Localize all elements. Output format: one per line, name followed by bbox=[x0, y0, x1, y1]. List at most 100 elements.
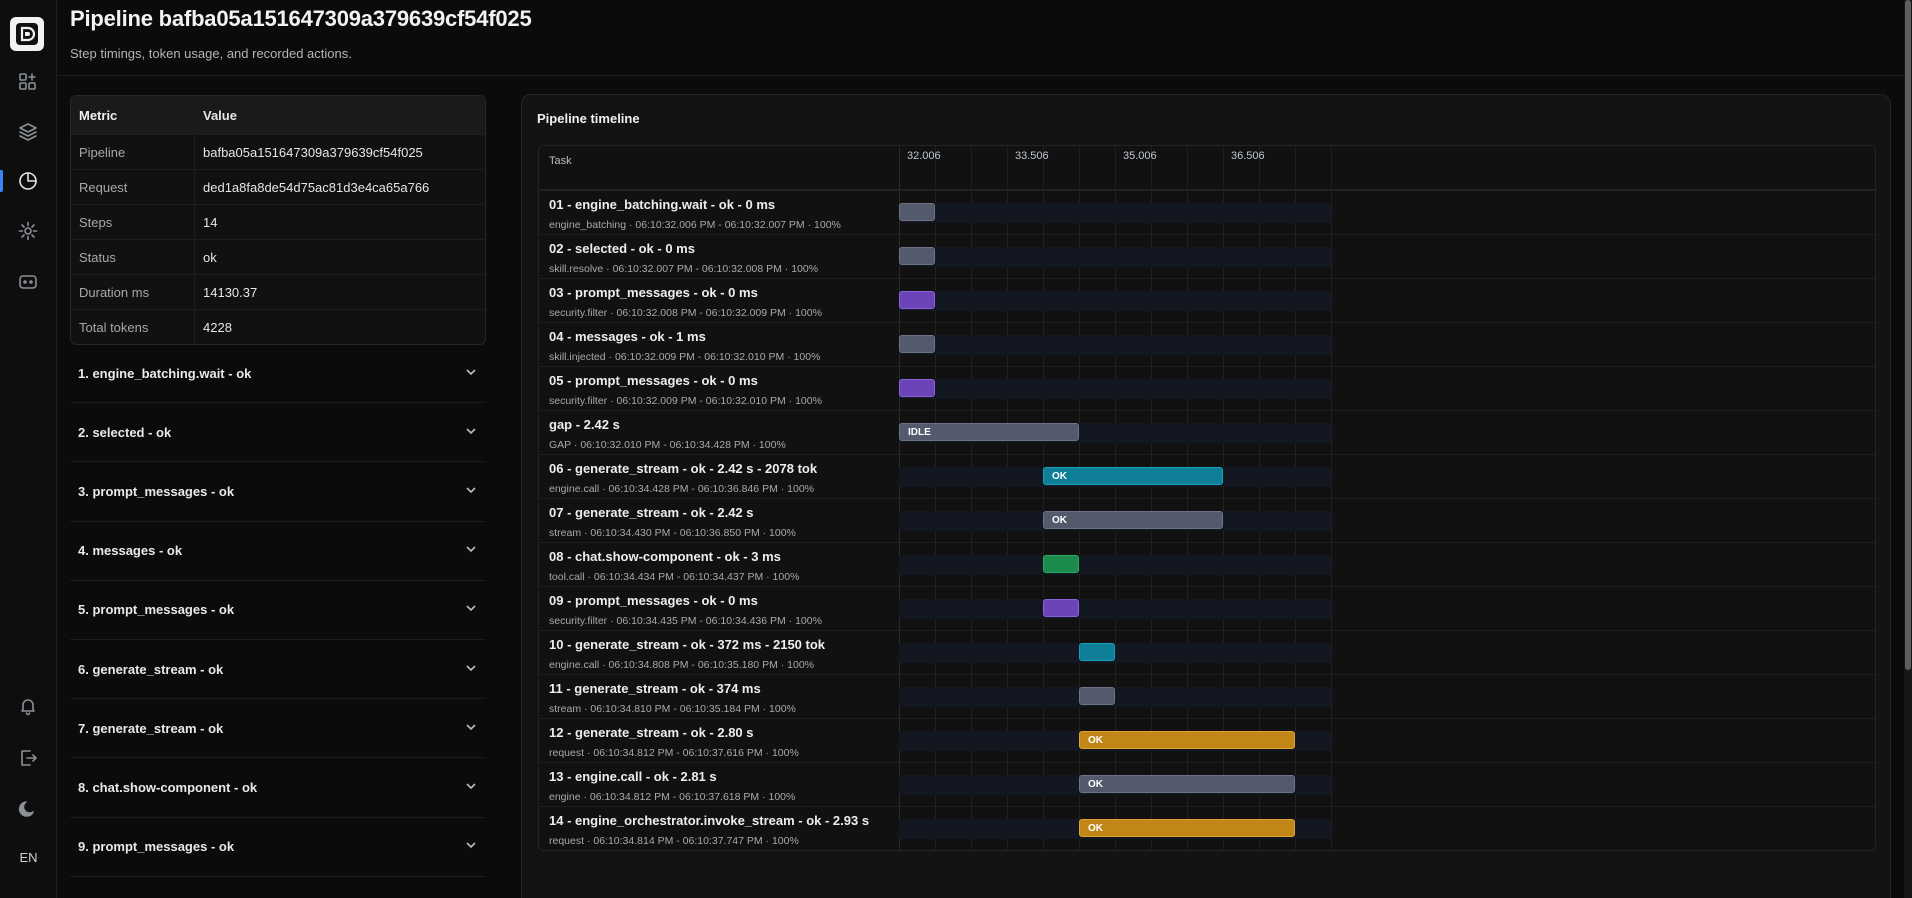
chat-bot-icon[interactable] bbox=[16, 270, 40, 294]
timeline-bar[interactable] bbox=[899, 247, 935, 265]
scrollbar-thumb[interactable] bbox=[1905, 0, 1911, 670]
metric-key: Pipeline bbox=[71, 135, 195, 169]
timeline-row[interactable]: 07 - generate_stream - ok - 2.42 s stream… bbox=[539, 498, 1875, 542]
task-name: gap - 2.42 s bbox=[549, 417, 620, 432]
task-meta: GAP · 06:10:32.010 PM - 06:10:34.428 PM … bbox=[549, 439, 786, 451]
timeline-row[interactable]: 09 - prompt_messages - ok - 0 ms security… bbox=[539, 586, 1875, 630]
timeline-header: Task bbox=[539, 146, 1875, 190]
timeline-row[interactable]: 02 - selected - ok - 0 ms skill.resolve ·… bbox=[539, 234, 1875, 278]
accordion-item[interactable]: 5. prompt_messages - ok bbox=[70, 581, 486, 640]
task-name: 09 - prompt_messages - ok - 0 ms bbox=[549, 593, 758, 608]
accordion-item[interactable]: 8. chat.show-component - ok bbox=[70, 758, 486, 818]
timeline-bar[interactable]: IDLE bbox=[899, 423, 1079, 441]
timeline-bar[interactable] bbox=[899, 379, 935, 397]
timeline-row[interactable]: 08 - chat.show-component - ok - 3 ms tool… bbox=[539, 542, 1875, 586]
accordion-item-label: 1. engine_batching.wait - ok bbox=[78, 365, 252, 381]
timeline-track bbox=[899, 687, 1331, 707]
task-meta: security.filter · 06:10:32.008 PM - 06:1… bbox=[549, 307, 822, 319]
timeline-track bbox=[899, 599, 1331, 619]
page-title: Pipeline bafba05a151647309a379639cf54f02… bbox=[70, 6, 532, 31]
chevron-down-icon bbox=[464, 720, 478, 737]
task-meta: skill.injected · 06:10:32.009 PM - 06:10… bbox=[549, 351, 821, 363]
metric-value: ok bbox=[203, 249, 217, 265]
accordion-item-label: 9. prompt_messages - ok bbox=[78, 839, 235, 855]
task-meta: stream · 06:10:34.430 PM - 06:10:36.850 … bbox=[549, 527, 796, 539]
task-meta: request · 06:10:34.814 PM - 06:10:37.747… bbox=[549, 835, 799, 847]
task-meta: engine_batching · 06:10:32.006 PM - 06:1… bbox=[549, 219, 841, 231]
page-scrollbar[interactable] bbox=[1904, 0, 1912, 898]
metric-value: 4228 bbox=[203, 319, 232, 335]
bell-icon[interactable] bbox=[16, 694, 40, 718]
analytics-icon[interactable] bbox=[16, 169, 40, 193]
timeline-row[interactable]: 13 - engine.call - ok - 2.81 s engine · 0… bbox=[539, 762, 1875, 806]
table-row: Duration ms 14130.37 bbox=[71, 274, 485, 309]
axis-tick-label: 36.506 bbox=[1231, 150, 1265, 162]
accordion-item[interactable]: 6. generate_stream - ok bbox=[70, 640, 486, 700]
timeline-bar[interactable] bbox=[1043, 555, 1079, 573]
task-meta: engine.call · 06:10:34.428 PM - 06:10:36… bbox=[549, 483, 815, 495]
timeline-bar[interactable]: OK bbox=[1043, 511, 1223, 529]
logout-icon[interactable] bbox=[16, 746, 40, 770]
timeline-bar[interactable] bbox=[899, 335, 935, 353]
task-name: 10 - generate_stream - ok - 372 ms - 215… bbox=[549, 637, 826, 652]
metric-value: 14 bbox=[203, 214, 218, 230]
accordion-item[interactable]: 1. engine_batching.wait - ok bbox=[70, 344, 486, 404]
timeline-bar[interactable]: OK bbox=[1079, 819, 1295, 837]
timeline-track bbox=[899, 555, 1331, 575]
timeline-track bbox=[899, 291, 1331, 311]
timeline-row[interactable]: 03 - prompt_messages - ok - 0 ms security… bbox=[539, 278, 1875, 322]
task-name: 03 - prompt_messages - ok - 0 ms bbox=[549, 285, 758, 300]
chevron-down-icon bbox=[464, 838, 478, 855]
dashboard-icon[interactable] bbox=[16, 70, 40, 94]
metric-value: bafba05a151647309a379639cf54f025 bbox=[203, 144, 423, 160]
accordion-item-label: 8. chat.show-component - ok bbox=[78, 779, 258, 795]
timeline-bar[interactable] bbox=[1079, 687, 1115, 705]
timeline-bar[interactable] bbox=[1079, 643, 1115, 661]
timeline-row[interactable]: 10 - generate_stream - ok - 372 ms - 215… bbox=[539, 630, 1875, 674]
accordion-item[interactable]: 2. selected - ok bbox=[70, 403, 486, 463]
timeline-row[interactable]: 12 - generate_stream - ok - 2.80 s reques… bbox=[539, 718, 1875, 762]
task-name: 11 - generate_stream - ok - 374 ms bbox=[549, 681, 761, 696]
timeline-row[interactable]: 11 - generate_stream - ok - 374 ms stream… bbox=[539, 674, 1875, 718]
metrics-table: Metric Value Pipeline bafba05a151647309a3… bbox=[70, 95, 486, 345]
accordion-item[interactable]: 9. prompt_messages - ok bbox=[70, 818, 486, 877]
table-row: Total tokens 4228 bbox=[71, 309, 485, 344]
accordion-item[interactable]: 7. generate_stream - ok bbox=[70, 699, 486, 759]
task-name: 12 - generate_stream - ok - 2.80 s bbox=[549, 725, 754, 740]
table-row: Request ded1a8fa8de54d75ac81d3e4ca65a766 bbox=[71, 169, 485, 204]
timeline-bar[interactable]: OK bbox=[1043, 467, 1223, 485]
task-name: 13 - engine.call - ok - 2.81 s bbox=[549, 769, 717, 784]
chevron-down-icon bbox=[464, 601, 478, 618]
timeline-row[interactable]: 14 - engine_orchestrator.invoke_stream -… bbox=[539, 806, 1875, 850]
accordion-item-label: 2. selected - ok bbox=[78, 424, 172, 440]
timeline-chart: Task 32.006 33.506 35.006 36.506 01 - engine… bbox=[538, 145, 1876, 851]
task-name: 01 - engine_batching.wait - ok - 0 ms bbox=[549, 197, 776, 212]
chevron-down-icon bbox=[464, 365, 478, 382]
task-name: 02 - selected - ok - 0 ms bbox=[549, 241, 695, 256]
theme-moon-icon[interactable] bbox=[16, 797, 40, 821]
timeline-bar[interactable] bbox=[899, 203, 935, 221]
timeline-bar[interactable]: OK bbox=[1079, 775, 1295, 793]
timeline-row[interactable]: 05 - prompt_messages - ok - 0 ms security… bbox=[539, 366, 1875, 410]
timeline-row[interactable]: 04 - messages - ok - 1 ms skill.injected … bbox=[539, 322, 1875, 366]
axis-tick-label: 33.506 bbox=[1015, 150, 1049, 162]
task-meta: engine.call · 06:10:34.808 PM - 06:10:35… bbox=[549, 659, 815, 671]
timeline-bar[interactable] bbox=[899, 291, 935, 309]
accordion-item-label: 7. generate_stream - ok bbox=[78, 720, 224, 736]
metric-key: Steps bbox=[71, 205, 195, 239]
value-column-header: Value bbox=[203, 107, 237, 123]
timeline-row[interactable]: gap - 2.42 s GAP · 06:10:32.010 PM - 06:1… bbox=[539, 410, 1875, 454]
logo-icon[interactable] bbox=[10, 17, 44, 51]
timeline-row[interactable]: 01 - engine_batching.wait - ok - 0 ms eng… bbox=[539, 190, 1875, 234]
settings-icon[interactable] bbox=[16, 219, 40, 243]
task-meta: engine · 06:10:34.812 PM - 06:10:37.618 … bbox=[549, 791, 796, 803]
timeline-bar[interactable]: OK bbox=[1079, 731, 1295, 749]
task-meta: stream · 06:10:34.810 PM - 06:10:35.184 … bbox=[549, 703, 796, 715]
timeline-row[interactable]: 06 - generate_stream - ok - 2.42 s - 207… bbox=[539, 454, 1875, 498]
accordion-item[interactable]: 3. prompt_messages - ok bbox=[70, 462, 486, 522]
layers-icon[interactable] bbox=[16, 120, 40, 144]
timeline-bar[interactable] bbox=[1043, 599, 1079, 617]
language-switch[interactable]: EN bbox=[19, 850, 38, 865]
accordion-item[interactable]: 4. messages - ok bbox=[70, 522, 486, 581]
